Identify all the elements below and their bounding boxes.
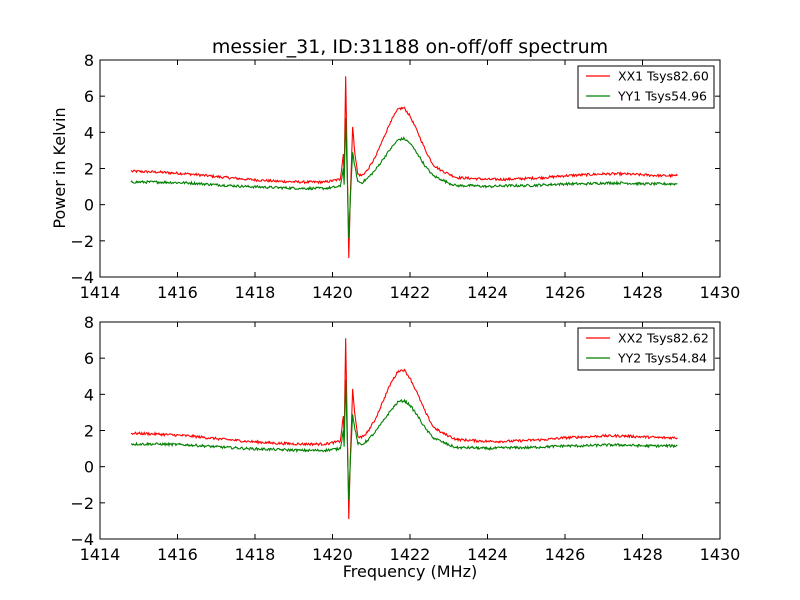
legend-label: YY1 Tsys54.96 bbox=[617, 89, 707, 104]
y-tick-label: 8 bbox=[84, 51, 94, 70]
y-axis-label: Power in Kelvin bbox=[50, 107, 69, 228]
legend-box bbox=[577, 327, 715, 371]
y-tick-label: 4 bbox=[84, 385, 94, 404]
y-tick-label: 8 bbox=[84, 313, 94, 332]
y-tick-label: 6 bbox=[84, 349, 94, 368]
series-line-xx bbox=[130, 338, 678, 520]
y-tick-label: −4 bbox=[70, 530, 94, 549]
x-tick-label: 1420 bbox=[312, 283, 353, 302]
legend-label: XX2 Tsys82.62 bbox=[618, 331, 709, 346]
y-tick-label: 0 bbox=[84, 458, 94, 477]
bottom-spectrum-panel: 1414 1416 1418 1420 1422 1424 1426 1428 1430 −4 −2… bbox=[70, 313, 740, 564]
x-tick-label: 1420 bbox=[312, 545, 353, 564]
legend-box bbox=[577, 65, 715, 109]
x-tick-label: 1414 bbox=[80, 545, 121, 564]
x-tick-label: 1422 bbox=[390, 283, 431, 302]
series-line-xx bbox=[130, 76, 678, 259]
x-tick-label: 1418 bbox=[235, 283, 276, 302]
series-line-yy bbox=[130, 379, 678, 501]
y-tick-label: −4 bbox=[70, 268, 94, 287]
x-tick-label: 1416 bbox=[157, 283, 198, 302]
x-tick-label: 1430 bbox=[700, 545, 741, 564]
x-tick-label: 1424 bbox=[467, 283, 508, 302]
x-tick-label: 1426 bbox=[545, 545, 586, 564]
figure-title: messier_31, ID:31188 on-off/off spectrum bbox=[212, 36, 608, 58]
x-tick-label: 1428 bbox=[622, 545, 663, 564]
x-tick-label: 1422 bbox=[390, 545, 431, 564]
x-tick-label: 1424 bbox=[467, 545, 508, 564]
y-tick-label: −2 bbox=[70, 494, 94, 513]
y-tick-label: 2 bbox=[84, 422, 94, 441]
x-tick-label: 1414 bbox=[80, 283, 121, 302]
y-tick-label: 4 bbox=[84, 123, 94, 142]
y-tick-label: 2 bbox=[84, 160, 94, 179]
top-spectrum-panel: 1414 1416 1418 1420 1422 1424 1426 1428 1430 −4 −2… bbox=[70, 51, 740, 302]
y-tick-label: 6 bbox=[84, 87, 94, 106]
series-line-yy bbox=[130, 117, 678, 239]
x-axis-label: Frequency (MHz) bbox=[343, 562, 477, 581]
x-tick-label: 1416 bbox=[157, 545, 198, 564]
y-tick-label: −2 bbox=[70, 232, 94, 251]
x-tick-label: 1430 bbox=[700, 283, 741, 302]
x-tick-label: 1426 bbox=[545, 283, 586, 302]
legend-label: XX1 Tsys82.60 bbox=[618, 69, 709, 84]
legend: XX2 Tsys82.62 YY2 Tsys54.84 bbox=[577, 327, 715, 371]
legend-label: YY2 Tsys54.84 bbox=[617, 351, 707, 366]
legend: XX1 Tsys82.60 YY1 Tsys54.96 bbox=[577, 65, 715, 109]
y-tick-label: 0 bbox=[84, 196, 94, 215]
x-tick-label: 1428 bbox=[622, 283, 663, 302]
x-tick-label: 1418 bbox=[235, 545, 276, 564]
